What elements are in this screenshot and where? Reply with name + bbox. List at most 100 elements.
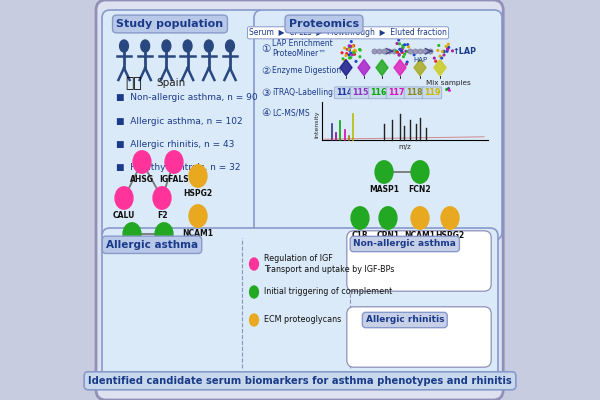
Text: CALU: CALU [113, 211, 135, 220]
Point [395, 40, 404, 47]
Point [435, 53, 445, 59]
Text: 115: 115 [352, 88, 368, 97]
Ellipse shape [155, 223, 173, 245]
Text: MASP1: MASP1 [369, 185, 399, 194]
Point [355, 47, 365, 53]
Point [441, 32, 451, 38]
Text: 114: 114 [336, 88, 352, 97]
Ellipse shape [375, 161, 393, 183]
Point [355, 54, 365, 60]
Text: ④: ④ [262, 108, 271, 118]
Point [448, 48, 457, 54]
Point [441, 85, 451, 92]
Text: HSPG2: HSPG2 [184, 189, 212, 198]
Text: Mix samples: Mix samples [425, 80, 470, 86]
Point [439, 48, 449, 54]
Point [397, 46, 407, 52]
Ellipse shape [189, 165, 207, 187]
Text: ■  Non-allergic asthma, n = 90: ■ Non-allergic asthma, n = 90 [116, 94, 257, 102]
Point [404, 44, 413, 50]
Ellipse shape [250, 314, 259, 326]
Text: Initial triggering of complement: Initial triggering of complement [264, 288, 392, 296]
Text: m/z: m/z [398, 144, 412, 150]
FancyBboxPatch shape [102, 228, 498, 378]
Point [431, 58, 440, 64]
Point [437, 48, 447, 54]
Point [394, 52, 404, 58]
Point [350, 51, 359, 58]
Ellipse shape [205, 40, 213, 52]
Point [395, 46, 404, 52]
Text: Regulation of IGF
Transport and uptake by IGF-BPs: Regulation of IGF Transport and uptake b… [264, 254, 394, 274]
Point [415, 48, 425, 54]
Ellipse shape [411, 161, 429, 183]
Text: ■  Healthy controls, n = 32: ■ Healthy controls, n = 32 [116, 163, 241, 172]
Point [394, 37, 404, 43]
Point [394, 51, 404, 58]
Text: FCN2: FCN2 [409, 185, 431, 194]
Ellipse shape [115, 187, 133, 209]
Point [443, 85, 453, 91]
Point [344, 52, 354, 58]
Point [340, 45, 349, 51]
Polygon shape [414, 60, 426, 76]
Text: 117: 117 [388, 88, 404, 97]
Point [397, 49, 407, 56]
Point [403, 48, 413, 55]
Ellipse shape [379, 207, 397, 229]
Point [346, 44, 356, 50]
Point [348, 43, 358, 50]
Text: C4B: C4B [155, 247, 172, 256]
Text: Spain: Spain [156, 78, 185, 88]
Point [409, 52, 419, 58]
Point [397, 48, 406, 54]
Point [349, 42, 358, 49]
Text: Study population: Study population [116, 19, 224, 29]
Point [401, 48, 410, 54]
Point [340, 57, 349, 64]
Text: 119: 119 [424, 88, 440, 97]
Text: ③: ③ [262, 88, 271, 98]
Ellipse shape [162, 40, 171, 52]
Ellipse shape [189, 205, 207, 227]
Ellipse shape [441, 207, 459, 229]
Text: Allergic rhinitis: Allergic rhinitis [365, 316, 444, 324]
Point [350, 48, 360, 54]
Point [400, 42, 409, 48]
Text: HSPG2: HSPG2 [436, 231, 464, 240]
Text: NCAM1: NCAM1 [404, 231, 436, 240]
Point [346, 50, 356, 56]
Point [344, 43, 354, 49]
Point [344, 46, 353, 53]
Ellipse shape [250, 258, 259, 270]
Text: ■  Allergic rhinitis, n = 43: ■ Allergic rhinitis, n = 43 [116, 140, 235, 149]
Ellipse shape [123, 223, 141, 245]
FancyBboxPatch shape [96, 0, 503, 400]
Point [434, 42, 443, 49]
Point [442, 43, 451, 50]
Point [346, 43, 355, 49]
Point [346, 54, 356, 61]
Point [393, 49, 403, 56]
Polygon shape [434, 60, 446, 76]
Text: ①: ① [262, 44, 271, 54]
Point [443, 86, 453, 93]
Polygon shape [358, 60, 370, 76]
Point [437, 55, 446, 61]
Point [374, 48, 383, 54]
Point [403, 42, 412, 48]
Text: LAP Enrichment
ProteoMiner™: LAP Enrichment ProteoMiner™ [272, 39, 333, 58]
Ellipse shape [226, 40, 235, 52]
Text: ②: ② [262, 66, 271, 76]
Ellipse shape [250, 286, 259, 298]
Ellipse shape [119, 40, 128, 52]
Polygon shape [394, 60, 406, 76]
Point [343, 46, 352, 53]
Point [355, 46, 364, 53]
Point [392, 40, 402, 47]
Text: 118: 118 [406, 88, 422, 97]
Text: 116: 116 [370, 88, 386, 97]
Point [347, 52, 357, 58]
Point [346, 38, 356, 45]
Point [349, 50, 359, 56]
